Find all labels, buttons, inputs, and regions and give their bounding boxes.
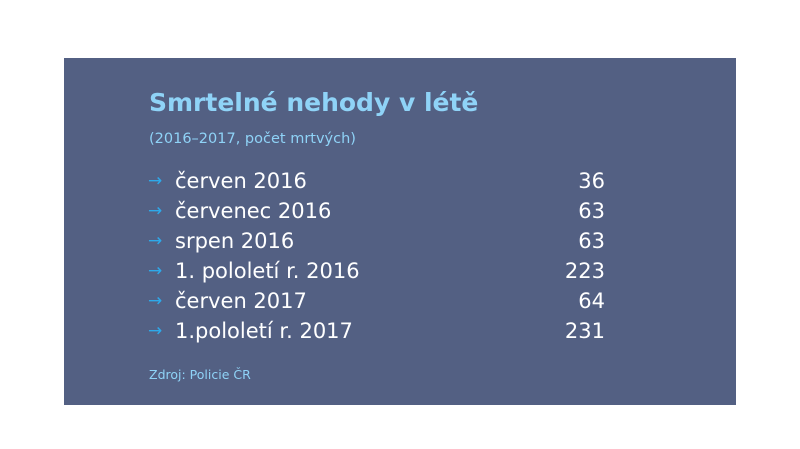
row-value: 223 (564, 259, 605, 283)
arrow-right-icon: → (148, 171, 163, 191)
table-row: → červenec 2016 63 (148, 197, 608, 227)
table-row: → červen 2017 64 (148, 287, 608, 317)
table-row: → 1. pololetí r. 2016 223 (148, 257, 608, 287)
chart-subtitle: (2016–2017, počet mrtvých) (149, 131, 356, 147)
chart-title: Smrtelné nehody v létě (149, 88, 479, 117)
data-table: → červen 2016 36 → červenec 2016 63 → srpen 201… (148, 167, 608, 347)
arrow-right-icon: → (148, 231, 163, 251)
row-value: 36 (578, 169, 605, 193)
row-label: 1. pololetí r. 2016 (175, 259, 360, 283)
row-label: červen 2016 (175, 169, 307, 193)
row-label: červen 2017 (175, 289, 307, 313)
row-label: 1.pololetí r. 2017 (175, 319, 353, 343)
row-label: srpen 2016 (175, 229, 295, 253)
arrow-right-icon: → (148, 291, 163, 311)
table-row: → červen 2016 36 (148, 167, 608, 197)
arrow-right-icon: → (148, 261, 163, 281)
row-value: 231 (564, 319, 605, 343)
row-value: 64 (578, 289, 605, 313)
table-row: → srpen 2016 63 (148, 227, 608, 257)
infographic-card: Smrtelné nehody v létě (2016–2017, počet… (64, 58, 736, 405)
table-row: → 1.pololetí r. 2017 231 (148, 317, 608, 347)
row-value: 63 (578, 199, 605, 223)
arrow-right-icon: → (148, 201, 163, 221)
source-note: Zdroj: Policie ČR (149, 367, 251, 382)
row-label: červenec 2016 (175, 199, 332, 223)
row-value: 63 (578, 229, 605, 253)
arrow-right-icon: → (148, 321, 163, 341)
